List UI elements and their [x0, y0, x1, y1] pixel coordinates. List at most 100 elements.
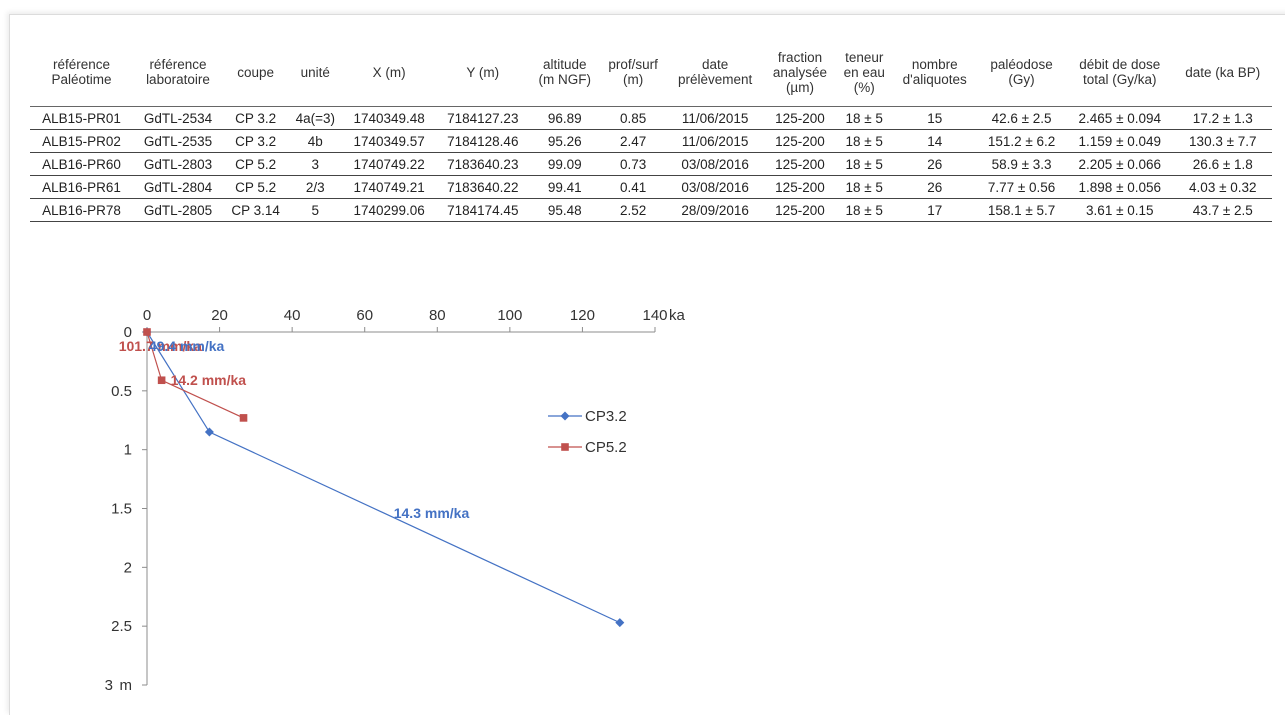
- x-tick-label: 140: [642, 307, 667, 324]
- column-header-line: analysée: [772, 64, 827, 80]
- legend-label: CP3.2: [585, 408, 627, 425]
- data-point: [204, 427, 214, 437]
- column-header: fraction analysée (µm): [763, 38, 837, 107]
- data-point: [239, 414, 248, 422]
- table-cell: 2.52: [599, 198, 667, 222]
- column-header: nombre d'aliquotes: [892, 38, 978, 107]
- column-header-line: (%): [853, 79, 875, 95]
- table-cell: 28/09/2016: [666, 198, 764, 222]
- table-cell: 4a(=3): [288, 106, 343, 130]
- table-cell: 7184127.23: [435, 106, 530, 130]
- table-cell: 0.73: [599, 152, 667, 176]
- table-row: ALB15-PR01 GdTL-2534 CP 3.2 4a(=3) 1740349.4…: [30, 106, 1272, 130]
- table-cell: 1740749.22: [342, 152, 436, 176]
- table-cell: CP 3.14: [222, 198, 289, 222]
- column-header-line: paléodose: [990, 57, 1053, 72]
- table-cell: 26: [892, 152, 978, 176]
- column-header: référence Paléotime: [30, 38, 133, 107]
- column-header-line: d'aliquotes: [902, 72, 967, 87]
- table-cell: 03/08/2016: [666, 152, 764, 176]
- table-cell: 18 ± 5: [836, 106, 893, 130]
- data-point: [157, 376, 166, 385]
- y-tick-label: 2.5: [111, 618, 132, 635]
- column-header-line: en eau: [843, 64, 885, 80]
- column-header: coupe: [222, 38, 289, 107]
- table-cell: 2.205 ± 0.066: [1066, 152, 1174, 176]
- x-tick-label: 20: [211, 307, 228, 324]
- table-cell: 2.47: [599, 129, 667, 153]
- column-header-line: teneur: [845, 49, 884, 65]
- table-cell: 2/3: [288, 175, 343, 199]
- column-header-line: référence: [149, 57, 207, 72]
- table-header-row: référence Paléotime référence laboratoire co…: [30, 38, 1272, 107]
- x-tick-label: 40: [284, 307, 301, 324]
- table-cell: 0.85: [599, 106, 667, 130]
- table-cell: 7184174.45: [435, 198, 530, 222]
- table-cell: 2.465 ± 0.094: [1066, 106, 1174, 130]
- table-body: ALB15-PR01 GdTL-2534 CP 3.2 4a(=3) 1740349.4…: [30, 106, 1272, 222]
- x-tick-label: 100: [497, 307, 522, 324]
- table-cell: CP 5.2: [222, 175, 289, 199]
- legend-marker: [560, 411, 570, 421]
- table-cell: 18 ± 5: [836, 129, 893, 153]
- table-cell: ALB16-PR61: [30, 175, 133, 199]
- y-tick-label: 0.5: [111, 383, 132, 400]
- column-header: altitude (m NGF): [529, 38, 600, 107]
- table-cell: GdTL-2534: [133, 106, 223, 130]
- column-header-line: prélèvement: [678, 72, 753, 87]
- table-cell: 3: [288, 152, 343, 176]
- table-row: ALB16-PR60 GdTL-2803 CP 5.2 3 1740749.22 7183…: [30, 152, 1272, 176]
- table-cell: 99.41: [529, 175, 600, 199]
- table-cell: 1740349.48: [342, 106, 436, 130]
- y-tick-label: 0: [124, 324, 132, 341]
- column-header: X (m): [342, 38, 436, 107]
- column-header-line: date (ka BP): [1185, 64, 1261, 80]
- column-header-line: altitude: [542, 57, 587, 72]
- column-header: unité: [288, 38, 343, 107]
- table-cell: 158.1 ± 5.7: [977, 198, 1066, 222]
- column-header: référence laboratoire: [133, 38, 223, 107]
- table-cell: 26.6 ± 1.8: [1173, 152, 1272, 176]
- table-cell: 1.898 ± 0.056: [1066, 175, 1174, 199]
- table-cell: ALB15-PR02: [30, 129, 133, 153]
- table-cell: 7183640.23: [435, 152, 530, 176]
- table-cell: 1740299.06: [342, 198, 436, 222]
- column-header-line: Paléotime: [51, 72, 112, 87]
- table-cell: 42.6 ± 2.5: [977, 106, 1066, 130]
- table-cell: 18 ± 5: [836, 152, 893, 176]
- table-cell: 125-200: [763, 152, 837, 176]
- x-tick-label: 60: [356, 307, 373, 324]
- table-cell: 125-200: [763, 129, 837, 153]
- rate-annotation: 14.3 mm/ka: [394, 505, 470, 521]
- table-cell: 4.03 ± 0.32: [1173, 175, 1272, 199]
- table-row: ALB16-PR78 GdTL-2805 CP 3.14 5 1740299.06 718…: [30, 198, 1272, 222]
- table-cell: ALB16-PR78: [30, 198, 133, 222]
- table-cell: CP 5.2: [222, 152, 289, 176]
- table-cell: 14: [892, 129, 978, 153]
- column-header-line: Y (m): [466, 64, 500, 80]
- column-header-line: prof/surf: [608, 57, 658, 72]
- table-cell: 7183640.22: [435, 175, 530, 199]
- column-header-line: fraction: [777, 49, 823, 65]
- column-header-line: total (Gy/ka): [1083, 72, 1157, 87]
- series-cp52: [143, 328, 248, 422]
- legend-item: CP5.2: [548, 439, 627, 456]
- column-header-line: débit de dose: [1079, 57, 1161, 72]
- table-cell: 125-200: [763, 198, 837, 222]
- table-cell: 5: [288, 198, 343, 222]
- table-cell: 1.159 ± 0.049: [1066, 129, 1174, 153]
- table-cell: 4b: [288, 129, 343, 153]
- table-cell: 18 ± 5: [836, 198, 893, 222]
- rate-annotation: 49.4 mm/ka: [149, 338, 225, 354]
- chart-legend: CP3.2 CP5.2: [548, 408, 627, 456]
- table-cell: 95.26: [529, 129, 600, 153]
- table-cell: 0.41: [599, 175, 667, 199]
- table-cell: 125-200: [763, 175, 837, 199]
- y-tick-label: 1.5: [111, 501, 132, 518]
- table-row: ALB15-PR02 GdTL-2535 CP 3.2 4b 1740349.57 718…: [30, 129, 1272, 153]
- column-header-line: coupe: [237, 64, 274, 80]
- table-cell: 7.77 ± 0.56: [977, 175, 1066, 199]
- x-tick-label: 0: [143, 307, 151, 324]
- table-cell: ALB15-PR01: [30, 106, 133, 130]
